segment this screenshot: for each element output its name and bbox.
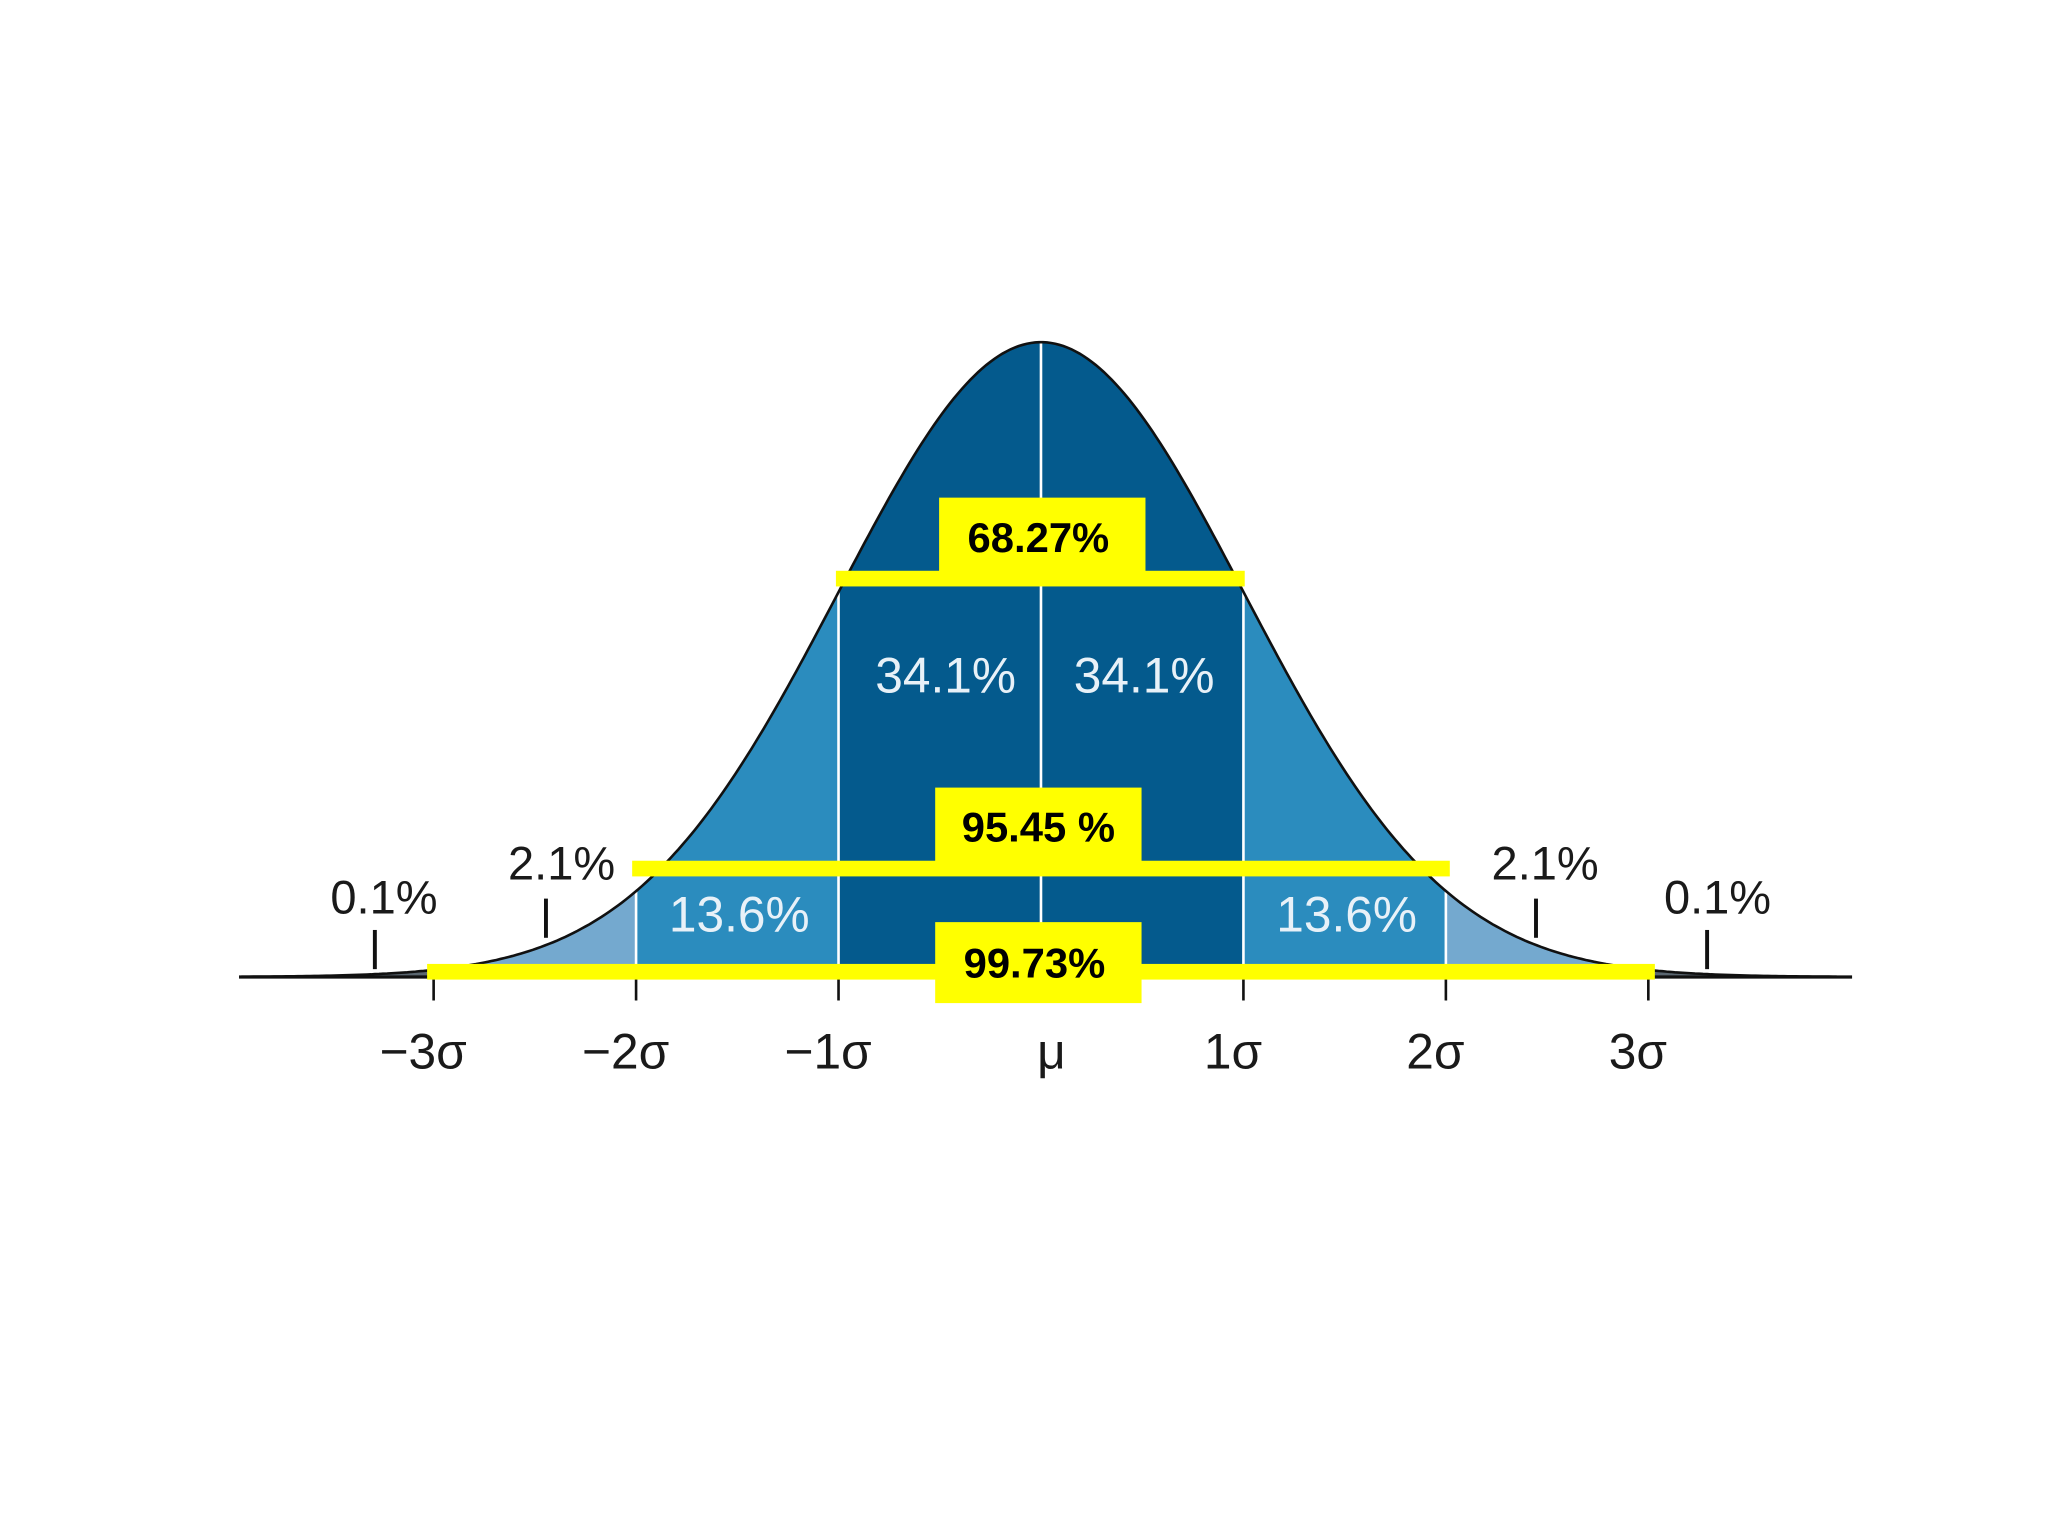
curve-region (241, 970, 434, 977)
axis-label: 2σ (1406, 1023, 1464, 1079)
interval-bar (632, 860, 1450, 877)
interval-label: 95.45 % (962, 804, 1115, 851)
axis-label: 3σ (1609, 1023, 1667, 1079)
region-label: 0.1% (330, 871, 437, 924)
axis-label: −2σ (582, 1023, 669, 1079)
interval-bar (835, 570, 1245, 587)
curve-outline (241, 340, 1837, 979)
region-label: 34.1% (875, 647, 1016, 703)
interval-label: 68.27% (968, 514, 1110, 561)
axis-label: μ (1037, 1023, 1066, 1079)
interval-box (935, 787, 1142, 864)
curve-region (1648, 969, 1841, 977)
interval-box (935, 922, 1142, 1004)
curve-region (1445, 891, 1649, 977)
region-label: 13.6% (669, 886, 810, 942)
axis-label: 1σ (1204, 1023, 1262, 1079)
region-label: 2.1% (1492, 837, 1599, 890)
region-label: 34.1% (1074, 647, 1215, 703)
curve-region (433, 891, 637, 977)
interval-box (939, 497, 1146, 574)
axis-labels: −3σ −2σ −1σ μ 1σ 2σ 3σ (380, 1023, 1667, 1079)
region-label: 0.1% (1664, 871, 1771, 924)
axis-label: −1σ (784, 1023, 871, 1079)
region-label: 2.1% (508, 837, 615, 890)
region-label: 13.6% (1276, 886, 1417, 942)
axis-label: −3σ (380, 1023, 467, 1079)
interval-label: 99.73% (964, 940, 1106, 987)
